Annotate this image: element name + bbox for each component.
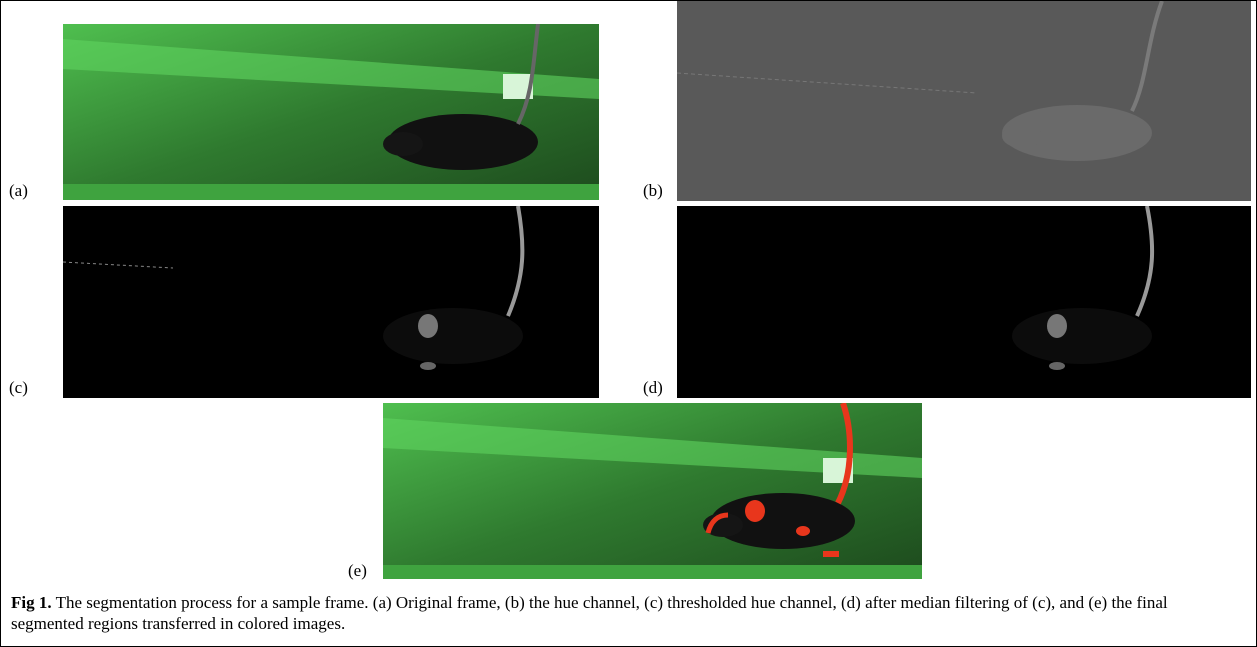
- panel-label: (c): [9, 378, 28, 398]
- panel-label: (d): [643, 378, 663, 398]
- figure: (a) (b) (c) (d) (e) Fig 1.: [0, 0, 1257, 647]
- panel-d-image: [677, 206, 1251, 398]
- panel-c-image: [63, 206, 599, 398]
- panel-label: (e): [348, 561, 367, 581]
- caption-text: The segmentation process for a sample fr…: [11, 593, 1168, 633]
- caption: Fig 1. The segmentation process for a sa…: [11, 592, 1243, 634]
- panel-label: (b): [643, 181, 663, 201]
- panel-label: (a): [9, 181, 28, 201]
- panel-a-image: [63, 24, 599, 200]
- caption-lead: Fig 1.: [11, 593, 52, 612]
- panel-e-image: [383, 403, 922, 579]
- panel-b-image: [677, 1, 1251, 201]
